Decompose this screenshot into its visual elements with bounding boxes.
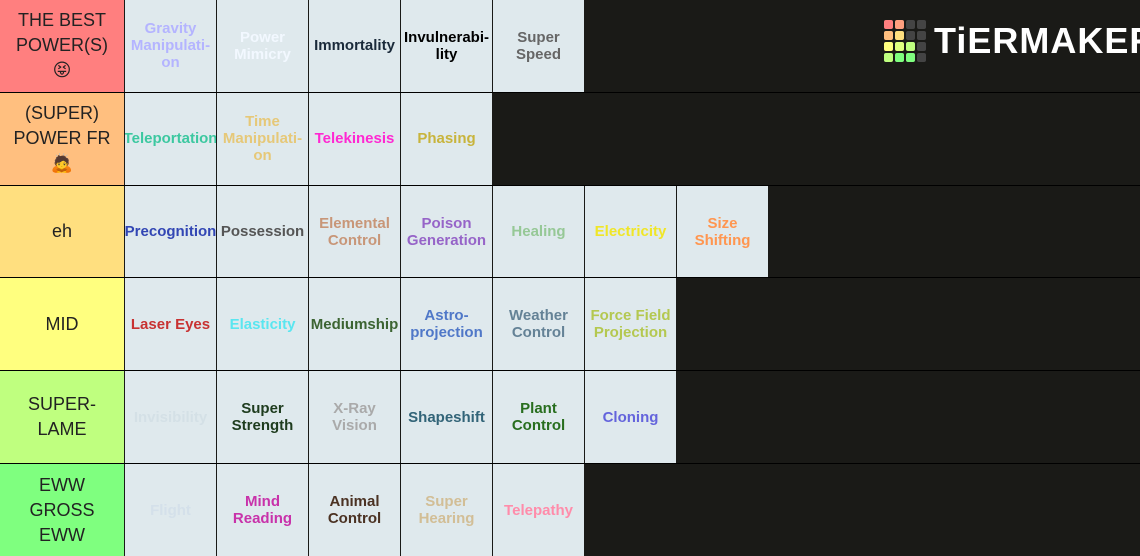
tier-label: eh bbox=[0, 185, 124, 278]
item-text: Invulnerabi­lity bbox=[403, 28, 490, 63]
tier-item[interactable]: Invulnerabi­lity bbox=[401, 0, 492, 92]
tier-item[interactable]: Super Hearing bbox=[401, 464, 492, 556]
item-text: Elasticity bbox=[229, 315, 296, 333]
tier-item[interactable]: Force Field Projection bbox=[585, 278, 676, 371]
tier-row: MID Laser Eyes Elasticity Mediumship Astro-p… bbox=[0, 278, 1140, 371]
item-text: Super Speed bbox=[515, 28, 561, 63]
item-text: Super Hearing bbox=[418, 493, 475, 528]
item-text: Precognition bbox=[125, 223, 216, 241]
item-text: Plant Control bbox=[511, 400, 566, 435]
tier-item[interactable]: Telepathy bbox=[493, 464, 584, 556]
item-text: Elemental Control bbox=[319, 214, 390, 249]
tier-item[interactable]: Size Shifting bbox=[677, 185, 768, 278]
item-text: Weather Control bbox=[509, 307, 568, 342]
tier-item[interactable]: Poison Generation bbox=[401, 185, 492, 278]
tier-row: (SUPER) POWER FR 🙇 Teleportation Time Mani… bbox=[0, 92, 1140, 185]
tier-item[interactable]: Phasing bbox=[401, 92, 492, 185]
tier-item[interactable]: Teleportation bbox=[125, 92, 216, 185]
tier-item[interactable]: Mind Reading bbox=[217, 464, 308, 556]
item-text: Healing bbox=[511, 223, 566, 241]
tier-item[interactable]: Power Mimicry bbox=[217, 0, 308, 92]
item-text: Gravity Manipulati­on bbox=[130, 20, 211, 72]
tier-label: EWW GROSS EWW bbox=[0, 464, 124, 556]
item-text: Animal Control bbox=[327, 493, 382, 528]
tier-label: MID bbox=[0, 278, 124, 371]
item-text: Power Mimicry bbox=[234, 28, 291, 63]
item-text: Phasing bbox=[417, 130, 476, 148]
tier-label: THE BEST POWER(S) 😝 bbox=[0, 0, 124, 92]
item-text: Invisibility bbox=[133, 408, 208, 426]
tier-item[interactable]: Plant Control bbox=[493, 371, 584, 464]
tier-item[interactable]: Precognition bbox=[125, 185, 216, 278]
logo: TiERMAKER bbox=[884, 20, 1140, 62]
logo-icon bbox=[884, 20, 926, 62]
item-text: Poison Generation bbox=[406, 214, 487, 249]
tier-item[interactable]: Weather Control bbox=[493, 278, 584, 371]
item-text: Mind Reading bbox=[232, 493, 293, 528]
tier-item[interactable]: Mediumship bbox=[309, 278, 400, 371]
item-text: Telepathy bbox=[504, 501, 573, 519]
tier-label: SUPER-LAME bbox=[0, 371, 124, 464]
tier-row: SUPER-LAME Invisibility Super Strength X-Ra… bbox=[0, 371, 1140, 464]
tier-item[interactable]: Telekinesis bbox=[309, 92, 400, 185]
tier-item[interactable]: Immortality bbox=[309, 0, 400, 92]
item-text: Immortality bbox=[314, 37, 395, 55]
tier-item[interactable]: Cloning bbox=[585, 371, 676, 464]
tier-item[interactable]: Super Speed bbox=[493, 0, 584, 92]
item-text: Shapeshift bbox=[408, 408, 485, 426]
item-text: Telekinesis bbox=[314, 130, 395, 148]
tier-item[interactable]: Electricity bbox=[585, 185, 676, 278]
tier-item[interactable]: Flight bbox=[125, 464, 216, 556]
tier-item[interactable]: Astro-projection bbox=[401, 278, 492, 371]
tier-item[interactable]: Shapeshift bbox=[401, 371, 492, 464]
tier-item[interactable]: Possession bbox=[217, 185, 308, 278]
item-text: X-Ray Vision bbox=[332, 400, 377, 435]
tier-item[interactable]: Gravity Manipulati­on bbox=[125, 0, 216, 92]
tier-item[interactable]: Healing bbox=[493, 185, 584, 278]
tier-item[interactable]: Super Strength bbox=[217, 371, 308, 464]
tier-item[interactable]: Invisibility bbox=[125, 371, 216, 464]
item-text: Time Manipulati­on bbox=[222, 113, 303, 165]
tier-item[interactable]: Laser Eyes bbox=[125, 278, 216, 371]
tier-label: (SUPER) POWER FR 🙇 bbox=[0, 92, 124, 185]
item-text: Size Shifting bbox=[694, 214, 751, 249]
item-text: Flight bbox=[150, 501, 191, 519]
tier-item[interactable]: Animal Control bbox=[309, 464, 400, 556]
item-text: Mediumship bbox=[310, 315, 399, 333]
item-text: Cloning bbox=[602, 408, 659, 426]
item-text: Super Strength bbox=[231, 400, 294, 435]
tier-row: EWW GROSS EWW Flight Mind Reading Animal Co… bbox=[0, 464, 1140, 556]
tier-row: THE BEST POWER(S) 😝 Gravity Manipulati­on… bbox=[0, 0, 1140, 92]
tier-item[interactable]: Time Manipulati­on bbox=[217, 92, 308, 185]
item-text: Possession bbox=[220, 223, 305, 241]
tier-row: eh Precognition Possession Elemental Contro… bbox=[0, 185, 1140, 278]
item-text: Astro-projection bbox=[410, 307, 483, 342]
tier-item[interactable]: Elasticity bbox=[217, 278, 308, 371]
item-text: Teleportation bbox=[125, 130, 216, 148]
item-text: Laser Eyes bbox=[130, 315, 211, 333]
item-text: Force Field Projection bbox=[590, 307, 671, 342]
tier-item[interactable]: Elemental Control bbox=[309, 185, 400, 278]
tier-item[interactable]: X-Ray Vision bbox=[309, 371, 400, 464]
item-text: Electricity bbox=[594, 223, 667, 241]
logo-text: TiERMAKER bbox=[934, 20, 1140, 61]
